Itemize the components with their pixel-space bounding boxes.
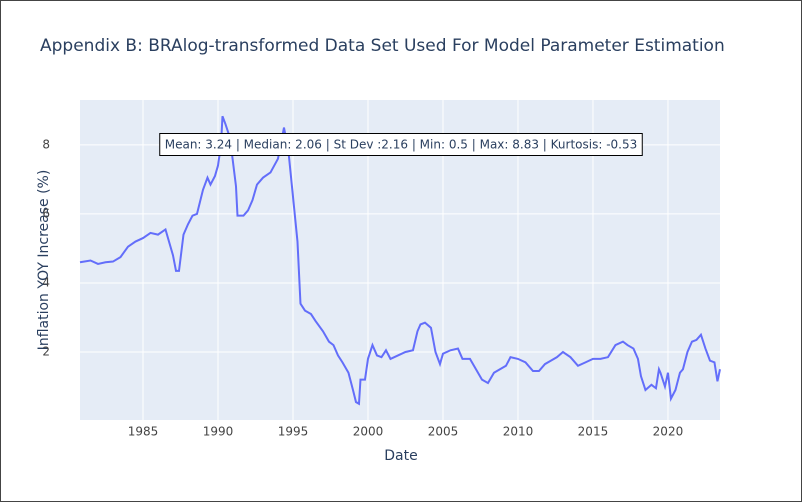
y-axis-title: Inflation YOY Increase (%) xyxy=(36,170,52,351)
y-tick-label: 6 xyxy=(42,206,50,220)
line xyxy=(79,115,721,406)
x-tick-label: 1990 xyxy=(203,425,234,439)
y-tick-label: 8 xyxy=(42,137,50,151)
x-tick-label: 1995 xyxy=(278,425,309,439)
annotation-box xyxy=(159,133,643,156)
y-tick-label: 4 xyxy=(42,275,50,289)
marks xyxy=(79,115,721,406)
x-axis-title: Date xyxy=(384,448,417,464)
y-tick-label: 2 xyxy=(42,344,50,358)
x-tick-label: 2015 xyxy=(578,425,609,439)
x-tick-label: 2020 xyxy=(653,425,684,439)
annotation: Mean: 3.24 | Median: 2.06 | St Dev :2.16… xyxy=(165,138,638,152)
x-tick-label: 2000 xyxy=(353,425,384,439)
x-tick-label: 2005 xyxy=(428,425,459,439)
chart-title: Appendix B: BRAlog-transformed Data Set … xyxy=(40,36,725,56)
x-tick-label: 1985 xyxy=(128,425,159,439)
x-tick-label: 2010 xyxy=(503,425,534,439)
